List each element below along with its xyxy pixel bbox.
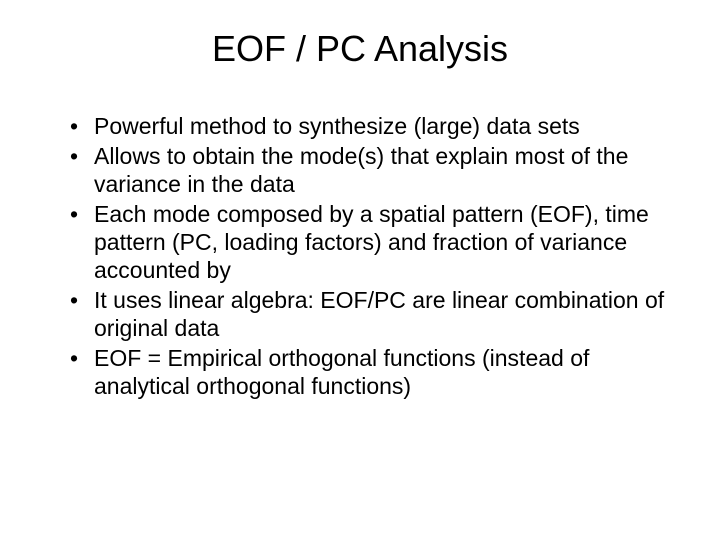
list-item: Each mode composed by a spatial pattern … <box>70 200 680 284</box>
bullet-list: Powerful method to synthesize (large) da… <box>40 112 680 400</box>
list-item: Powerful method to synthesize (large) da… <box>70 112 680 140</box>
list-item: EOF = Empirical orthogonal functions (in… <box>70 344 680 400</box>
list-item: It uses linear algebra: EOF/PC are linea… <box>70 286 680 342</box>
slide-title: EOF / PC Analysis <box>40 28 680 70</box>
list-item: Allows to obtain the mode(s) that explai… <box>70 142 680 198</box>
